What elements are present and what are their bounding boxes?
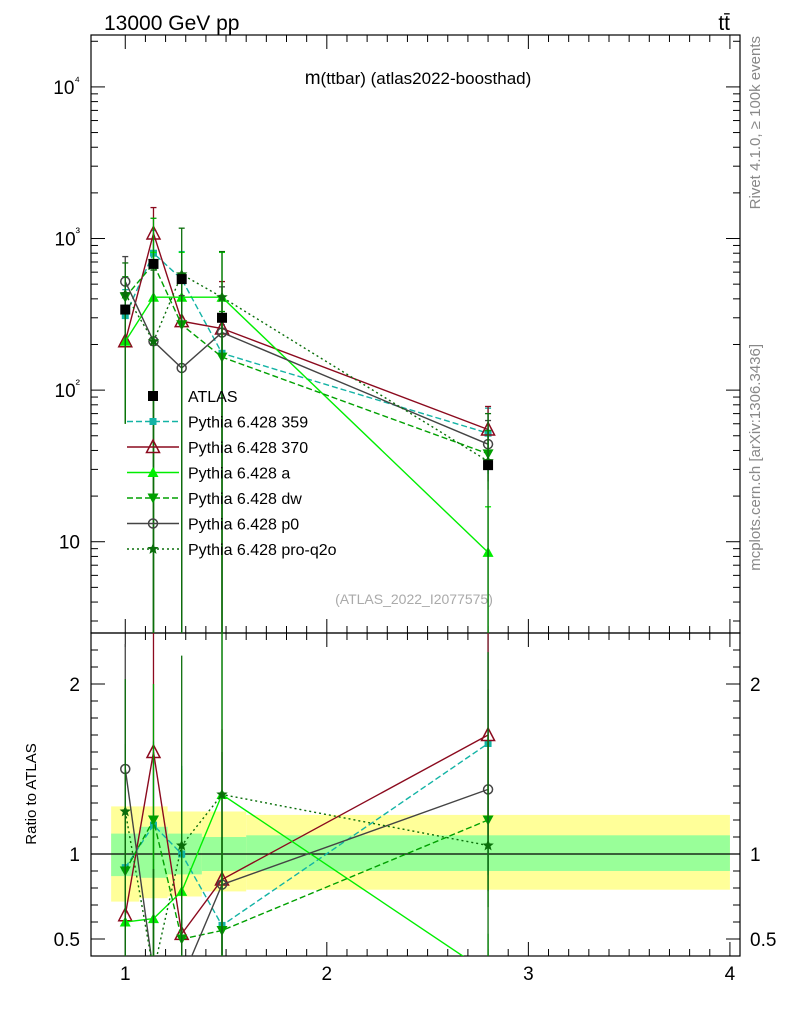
ratio-tick-label: 2 (69, 675, 80, 696)
legend-label: ATLAS (188, 389, 238, 406)
legend-label: Pythia 6.428 pro-q2o (188, 542, 337, 559)
chart-title: m(ttbar) (atlas2022-boosthad) (305, 68, 532, 89)
data-point (176, 268, 188, 280)
ratio-tick-label: 0.5 (54, 930, 80, 951)
series-line (124, 273, 489, 462)
x-tick-label: 2 (322, 964, 333, 985)
legend: ATLAS Pythia 6.428 359 Pythia 6.428 370 Pyt… (127, 389, 337, 559)
ratio-point (176, 839, 188, 851)
legend-marker (147, 518, 159, 529)
header-right: tt̄ (718, 12, 730, 35)
y-tick-label-exponent: ⁴ (74, 73, 80, 88)
legend-label: Pythia 6.428 p0 (188, 517, 299, 534)
header-left: 13000 GeV pp (104, 12, 239, 35)
ratio-line (124, 768, 489, 956)
main-series-layer (117, 206, 496, 633)
legend-label: Pythia 6.428 a (188, 466, 290, 483)
data-point (119, 288, 131, 299)
ratio-tick-label-right: 2 (750, 675, 761, 696)
legend-marker (145, 438, 161, 454)
ratio-series-layer (117, 633, 496, 956)
atlas-data-point (148, 258, 159, 269)
y-tick-label: 10 (59, 533, 80, 554)
legend-label: Pythia 6.428 dw (188, 491, 302, 508)
series-proq2o (119, 227, 494, 633)
atlas-data-point (176, 274, 187, 285)
ratio-point (216, 788, 228, 800)
y-tick-label-base: 10 (55, 230, 76, 251)
rivet-label: Rivet 4.1.0, ≥ 100k events (747, 36, 764, 209)
y-tick-label: 10² (55, 376, 81, 402)
legend-marker (147, 493, 159, 504)
data-point (147, 335, 160, 347)
legend-marker (147, 467, 159, 477)
ratio-tick-label-right: 0.5 (750, 930, 776, 951)
ratio-ylabel: Ratio to ATLAS (23, 743, 40, 844)
analysis-watermark: (ATLAS_2022_I2077575) (335, 591, 493, 607)
data-point (216, 291, 228, 303)
ratio-uncertainty-bands (91, 806, 740, 902)
chart-title-rest: (ttbar) (atlas2022-boosthad) (321, 69, 532, 88)
x-tick-label: 1 (120, 964, 131, 985)
y-tick-label-exponent: ³ (76, 225, 81, 240)
legend-label: Pythia 6.428 370 (188, 440, 308, 457)
ratio-series-proq2o (119, 633, 494, 956)
ratio-panel-frame (90, 632, 741, 957)
legend-marker (149, 418, 157, 425)
legend-label: Pythia 6.428 359 (188, 415, 308, 432)
ratio-point (147, 815, 159, 826)
chart-title-main: m (305, 68, 321, 89)
atlas-data-point (483, 460, 494, 471)
ratio-tick-label-right: 1 (750, 845, 761, 866)
y-tick-label-base: 10 (53, 78, 74, 99)
ratio-tick-label: 1 (69, 845, 80, 866)
x-tick-label: 4 (725, 964, 736, 985)
legend-marker (148, 391, 158, 401)
y-tick-label: 10³ (55, 225, 81, 251)
y-tick-label: 10⁴ (53, 73, 80, 99)
ratio-point (482, 839, 494, 851)
atlas-data-point (217, 312, 228, 323)
x-tick-label: 3 (523, 964, 534, 985)
ratio-point (119, 805, 131, 817)
atlas-data-point (120, 304, 131, 315)
legend-marker (147, 543, 159, 554)
y-tick-label-exponent: ² (76, 376, 81, 391)
y-tick-label-base: 10 (55, 381, 76, 402)
series-atlas (120, 258, 494, 471)
mcplots-label: mcplots.cern.ch [arXiv:1306.3436] (747, 344, 764, 571)
